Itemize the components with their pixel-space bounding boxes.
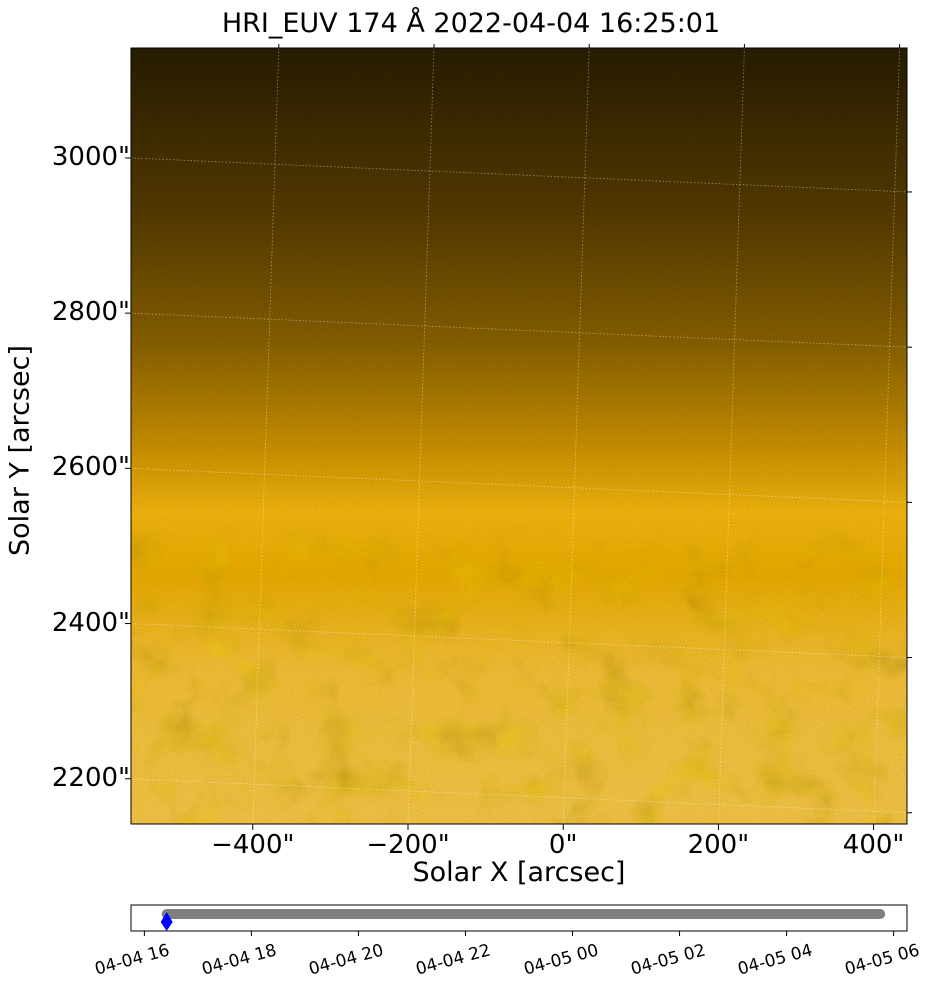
solar-image: [131, 48, 907, 824]
x-axis-label: Solar X [arcsec]: [412, 857, 626, 888]
x-tick-label: 400": [842, 830, 905, 860]
y-tick-label: 2200": [51, 762, 130, 793]
current-frame-marker: [160, 912, 173, 931]
chart-title: HRI_EUV 174 Å 2022-04-04 16:25:01: [221, 8, 721, 39]
y-tick-label: 2800": [51, 297, 130, 328]
timeline-panel: [130, 904, 908, 936]
y-tick-label: 3000": [51, 141, 130, 172]
x-tick-label: 200": [687, 830, 750, 860]
x-tick-label: −200": [366, 830, 450, 860]
plot-frame: [130, 47, 908, 825]
y-axis-label: Solar Y [arcsec]: [4, 345, 36, 556]
y-tick-label: 2600": [51, 452, 130, 483]
x-tick-label: 0": [548, 830, 578, 860]
x-tick-label: −400": [211, 830, 295, 860]
y-tick-label: 2400": [51, 607, 130, 638]
axis-ticks: [125, 44, 912, 830]
